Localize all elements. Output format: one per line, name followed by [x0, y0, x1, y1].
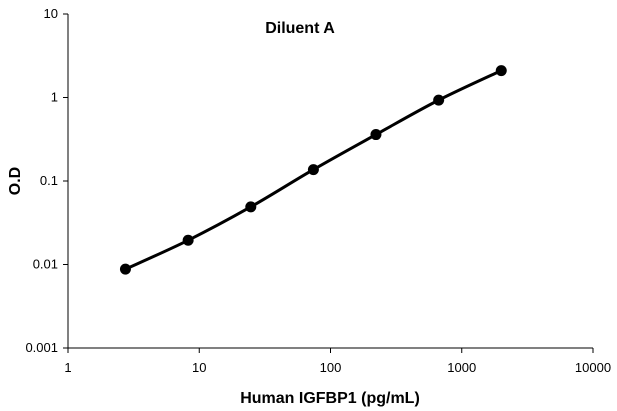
x-tick-label: 1: [64, 360, 71, 375]
x-axis-title: Human IGFBP1 (pg/mL): [240, 390, 420, 407]
data-point: [182, 234, 194, 246]
data-points: [119, 65, 507, 275]
y-axis-title: O.D: [7, 167, 24, 195]
x-tick-label: 1000: [447, 360, 476, 375]
data-point: [370, 129, 382, 141]
chart-title: Diluent A: [265, 20, 335, 37]
data-point: [119, 263, 131, 275]
data-point: [433, 94, 445, 106]
y-tick-label: 0.001: [25, 340, 58, 355]
y-tick-label: 0.1: [40, 173, 58, 188]
y-tick-label: 1: [51, 90, 58, 105]
y-axis-ticks: 0.001 0.01 0.1 1 10: [25, 6, 68, 355]
x-tick-label: 10000: [575, 360, 611, 375]
x-axis-ticks: 1 10 100 1000 10000: [64, 348, 611, 375]
data-point: [307, 164, 319, 176]
x-tick-label: 100: [320, 360, 342, 375]
y-tick-label: 10: [44, 6, 58, 21]
data-point: [495, 65, 507, 77]
y-tick-label: 0.01: [33, 257, 58, 272]
data-point: [245, 201, 257, 213]
x-tick-label: 10: [192, 360, 206, 375]
